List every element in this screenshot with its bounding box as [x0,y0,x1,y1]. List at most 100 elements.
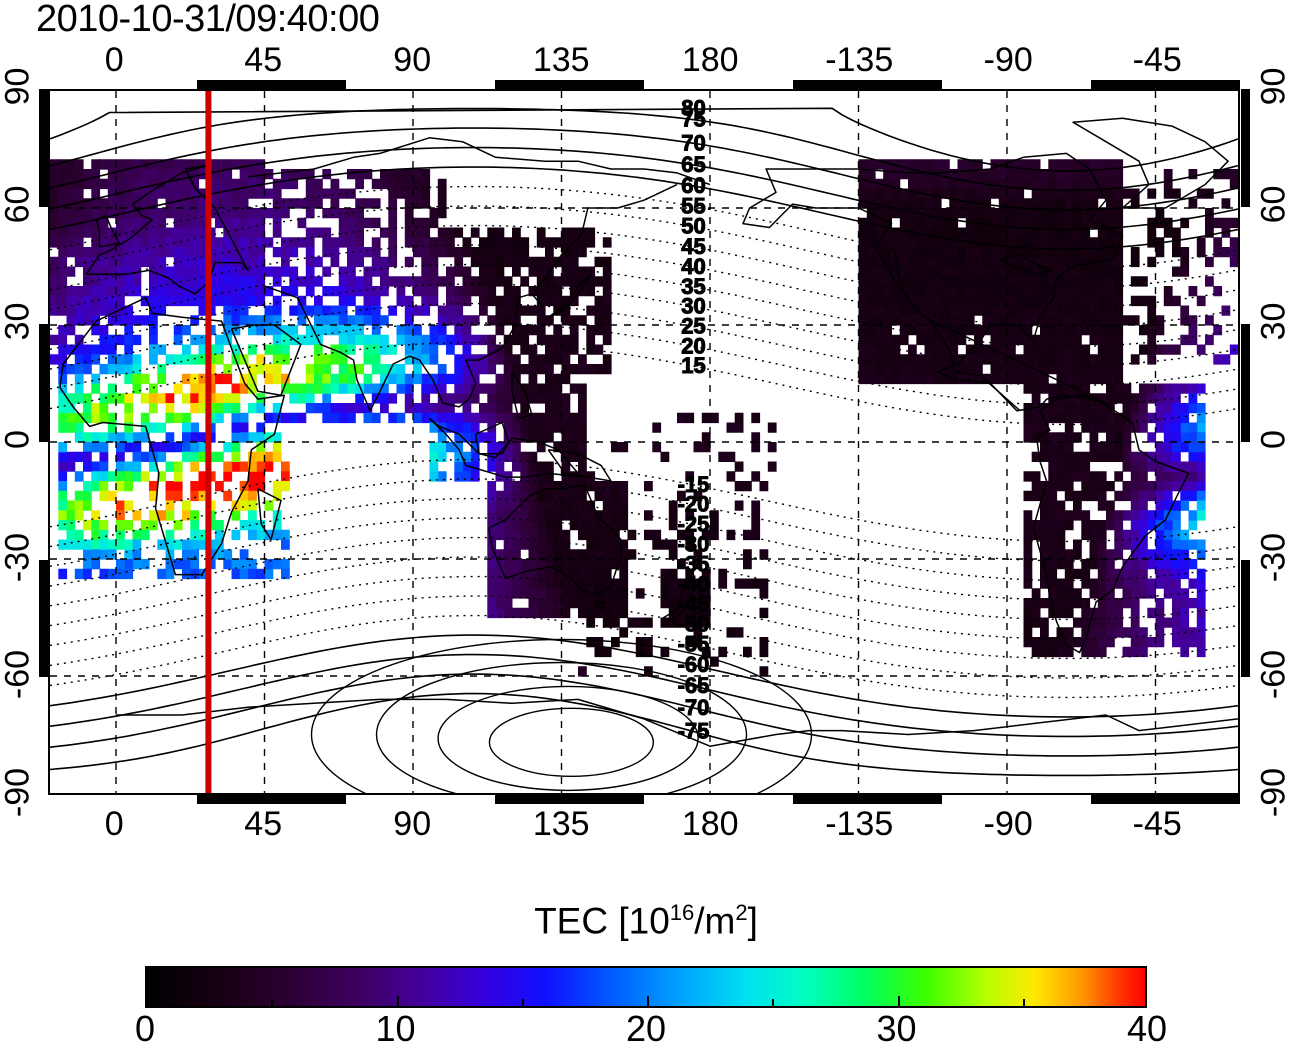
tec-cell-group [91,510,101,521]
tec-cell-group [66,159,1173,550]
tec-cell-group [314,373,323,385]
magnetic-contour-label: -15 [678,472,710,497]
tec-cell-group [66,198,1165,619]
tec-cell-group [140,315,1206,462]
tec-cell-group [908,159,1033,190]
tec-cell-group [347,334,356,346]
y-tick-label: 90 [0,67,37,106]
coastline-path [474,421,510,459]
tec-cell-group [248,510,257,521]
tec-cell-group [239,520,249,531]
tec-cell-group [124,266,134,277]
tec-cell-group [231,451,241,462]
tec-cell-group [289,393,299,404]
tec-cell-group [215,266,224,277]
colorbar-tick-labels: 0 10 20 30 40 [0,1008,1292,1054]
tec-cell-group [404,295,414,307]
tec-cell-group [74,276,249,462]
tec-cell-group [206,247,1190,628]
tec-cell-group [380,364,389,375]
tec-cell-group [1172,568,1181,580]
tec-cell-group [206,295,1206,589]
tec-cell-group [429,451,439,462]
tec-cell-group [272,354,282,365]
x-tick-label: 180 [681,805,739,843]
tec-cell-group [58,188,1132,580]
magnetic-contour-label: 55 [681,194,705,219]
tec-cell-group [165,393,274,492]
magnetic-contour [50,536,1238,621]
magnetic-contour-label: 25 [681,314,705,339]
tec-cell-group [173,539,183,550]
tec-cell-group [1188,442,1198,453]
colorbar[interactable] [145,966,1147,1008]
tec-cell-group [99,315,332,570]
tec-cell-group [140,325,373,570]
tec-cell-group [239,461,266,472]
tec-cell-group [363,198,1148,619]
tec-cell-group [116,354,373,541]
magnetic-contour-label: 60 [681,173,705,198]
tec-cell-group [83,169,1198,560]
tec-cell-group [91,237,134,277]
tec-cell-group [50,227,1190,609]
tec-cell-group [99,529,109,541]
tec-cell-group [91,373,224,550]
tec-cell-group [528,354,1115,560]
map-plot-area[interactable]: 80 75 70 65 60 55 50 45 40 35 30 25 20 15 -15 -20 -25 -30… [48,89,1240,795]
tec-cell-group [66,393,76,404]
x-tick-label: -45 [1132,41,1182,79]
tec-cell-group [190,276,1173,433]
tec-cell-group [281,539,290,550]
tec-cell-group [520,178,1214,531]
tec-cell-group [215,295,224,307]
tec-cell-group [74,159,1238,521]
magnetic-contour-label: -35 [678,551,710,576]
tec-cell-group [157,510,167,521]
tec-cell-group [437,237,513,394]
magnetic-contour-label: -60 [678,652,710,677]
tec-cell-group [1155,500,1181,550]
tec-cell-group [74,432,84,443]
tec-cell-group [58,412,68,424]
tec-cell-group [272,315,282,326]
tec-cell-group [107,325,257,550]
tec-cell-group [305,383,315,394]
tec-cell-group [248,227,455,326]
tec-cell-group [165,286,1206,443]
tec-cell-group [347,373,356,385]
tec-cell-group [173,412,183,424]
tec-cell-group [124,208,1157,619]
tec-cell-group [396,334,406,346]
tec-cell-group [83,169,1223,619]
tec-cell-group [272,412,282,424]
tec-cell-group [91,315,381,580]
magnetic-polar-contour [310,638,813,793]
y-tick-label: 0 [0,430,37,449]
tec-cell-group [503,198,1124,550]
tec-cell-group [190,520,200,531]
magnetic-contour-label: -45 [678,591,710,616]
tec-cell-group [124,461,134,472]
tec-cell-group [58,266,1223,365]
tec-cell-group [371,364,381,375]
tec-cell-group [660,208,1074,599]
tec-cell-group [619,217,1140,658]
y-tick-label: 30 [1254,302,1292,341]
tec-cell-group [264,286,398,316]
tec-cell-group [140,383,340,541]
colorbar-title-exponent2: 2 [735,900,748,925]
tec-cell-group [421,188,1214,550]
tec-cell-group [91,383,101,394]
magnetic-contour-label: 35 [681,274,705,299]
tec-cell-group [256,364,266,375]
tec-cell-group [182,510,191,521]
magnetic-contour [50,556,1238,640]
tec-cell-group [231,500,241,511]
x-tick-label: -45 [1132,805,1182,843]
tec-cell-group [479,198,1165,638]
tec-cell-group [289,412,1190,424]
x-tick-label: -90 [983,805,1033,843]
tec-cell-group [140,208,1140,541]
tec-cell-group [355,364,398,394]
